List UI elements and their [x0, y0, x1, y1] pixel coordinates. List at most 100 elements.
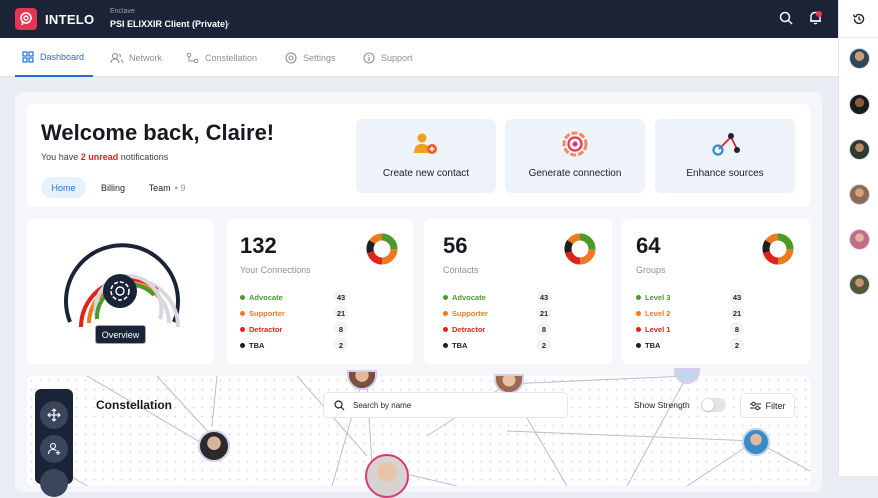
- show-strength-label: Show Strength: [634, 400, 690, 410]
- legend-name: Level 2: [645, 308, 671, 318]
- summary-prefix: You have: [41, 152, 79, 162]
- history-button[interactable]: [839, 0, 878, 38]
- show-strength-toggle[interactable]: [701, 398, 726, 412]
- brand-name: INTELO: [45, 12, 95, 27]
- legend-row: Detractor 8: [240, 322, 404, 336]
- tab-constellation[interactable]: Constellation: [186, 38, 257, 77]
- tab-label: Settings: [303, 52, 336, 63]
- tab-label: Home: [51, 182, 76, 193]
- network-nodes-icon: [712, 133, 740, 156]
- legend-row: Supporter 21: [443, 306, 607, 320]
- legend-dot: [240, 342, 245, 348]
- tool-button[interactable]: [40, 469, 68, 497]
- tab-team[interactable]: Team • 9: [142, 177, 192, 198]
- legend-name: Level 3: [645, 292, 671, 302]
- constellation-search[interactable]: [323, 392, 568, 418]
- filter-button[interactable]: Filter: [740, 393, 795, 418]
- avatar[interactable]: [849, 94, 870, 115]
- avatar[interactable]: [849, 139, 870, 160]
- legend-row: Level 3 43: [636, 290, 800, 304]
- legend-value: 43: [334, 290, 348, 304]
- filter-label: Filter: [765, 400, 786, 411]
- action-label: Create new contact: [382, 168, 470, 179]
- move-tool-button[interactable]: [40, 401, 68, 429]
- legend-row: TBA 2: [443, 338, 607, 352]
- legend-dot: [443, 342, 448, 348]
- top-bar: INTELO Enclave PSI ELIXXIR Client (Priva…: [0, 0, 838, 38]
- avatar[interactable]: [849, 274, 870, 295]
- add-user-icon: [47, 442, 61, 455]
- legend-value: 43: [730, 290, 744, 304]
- legend-value: 2: [730, 338, 744, 352]
- contact-node[interactable]: [347, 370, 377, 390]
- stat-card-contacts: 56 Contacts Advocate 43 Supporter 21 Detra…: [424, 219, 612, 364]
- unread-count-link[interactable]: 2 unread: [80, 152, 119, 162]
- tab-network[interactable]: Network: [110, 38, 162, 77]
- chevron-down-icon[interactable]: ⌄: [224, 17, 232, 27]
- dashboard-icon: [22, 50, 34, 63]
- overview-button[interactable]: Overview: [95, 325, 146, 344]
- tab-label: Support: [381, 52, 413, 63]
- donut-chart: [564, 233, 596, 265]
- constellation-icon: [186, 52, 199, 63]
- create-contact-button[interactable]: Create new contact: [356, 119, 496, 193]
- main-nav: Dashboard Network Constellation Settings…: [0, 38, 838, 77]
- avatar[interactable]: [849, 184, 870, 205]
- tab-support[interactable]: Support: [363, 38, 413, 77]
- tab-home[interactable]: Home: [41, 177, 86, 198]
- legend-name: Level 1: [645, 324, 671, 334]
- legend-row: Level 1 8: [636, 322, 800, 336]
- info-icon: [363, 51, 375, 64]
- stat-value: 132: [240, 233, 277, 258]
- contact-node[interactable]: [742, 428, 770, 456]
- enhance-sources-button[interactable]: Enhance sources: [655, 119, 795, 193]
- stat-value: 56: [443, 233, 468, 258]
- avatar[interactable]: [849, 229, 870, 250]
- tab-label: Constellation: [205, 52, 258, 63]
- search-icon: [334, 399, 345, 410]
- notification-dot: [816, 11, 822, 17]
- contact-node[interactable]: [198, 430, 230, 462]
- constellation-graph: [36, 376, 810, 486]
- tab-settings[interactable]: Settings: [285, 38, 336, 77]
- tab-label: Team: [148, 182, 171, 193]
- legend-dot: [443, 294, 448, 300]
- tab-billing[interactable]: Billing: [91, 177, 135, 198]
- legend-value: 8: [334, 322, 348, 336]
- legend-row: Advocate 43: [240, 290, 404, 304]
- legend-row: TBA 2: [240, 338, 404, 352]
- add-contact-icon: [414, 133, 437, 154]
- legend-dot: [240, 310, 245, 316]
- gauge-chart: [64, 243, 180, 328]
- legend-dot: [636, 294, 641, 300]
- contact-node[interactable]: [365, 454, 409, 498]
- enclave-selector[interactable]: PSI ELIXXIR Client (Private): [110, 19, 229, 29]
- logo[interactable]: [15, 8, 37, 30]
- legend-value: 21: [730, 306, 744, 320]
- right-sidebar: [838, 0, 878, 476]
- legend-value: 21: [334, 306, 348, 320]
- stat-value: 64: [636, 233, 661, 258]
- legend-name: Advocate: [249, 292, 283, 302]
- toggle-knob: [702, 399, 714, 411]
- tab-label: Dashboard: [40, 51, 85, 62]
- search-input[interactable]: [353, 400, 553, 410]
- contact-node[interactable]: [674, 368, 700, 384]
- legend-name: Detractor: [249, 324, 283, 334]
- stat-card-connections: 132 Your Connections Advocate 43 Supporte…: [226, 219, 414, 364]
- add-contact-tool-button[interactable]: [40, 435, 68, 463]
- generate-connection-button[interactable]: Generate connection: [505, 119, 645, 193]
- tab-dashboard[interactable]: Dashboard: [15, 38, 93, 77]
- legend-row: TBA 2: [636, 338, 800, 352]
- target-icon: [562, 131, 588, 157]
- legend-row: Level 2 21: [636, 306, 800, 320]
- search-icon[interactable]: [779, 11, 793, 25]
- legend-row: Advocate 43: [443, 290, 607, 304]
- avatar[interactable]: [849, 48, 870, 69]
- legend-dot: [636, 326, 641, 332]
- legend-dot: [636, 310, 641, 316]
- legend-value: 8: [730, 322, 744, 336]
- legend-value: 21: [537, 306, 551, 320]
- notification-summary: You have 2 unread notifications: [41, 152, 168, 162]
- stat-label: Contacts: [443, 265, 479, 275]
